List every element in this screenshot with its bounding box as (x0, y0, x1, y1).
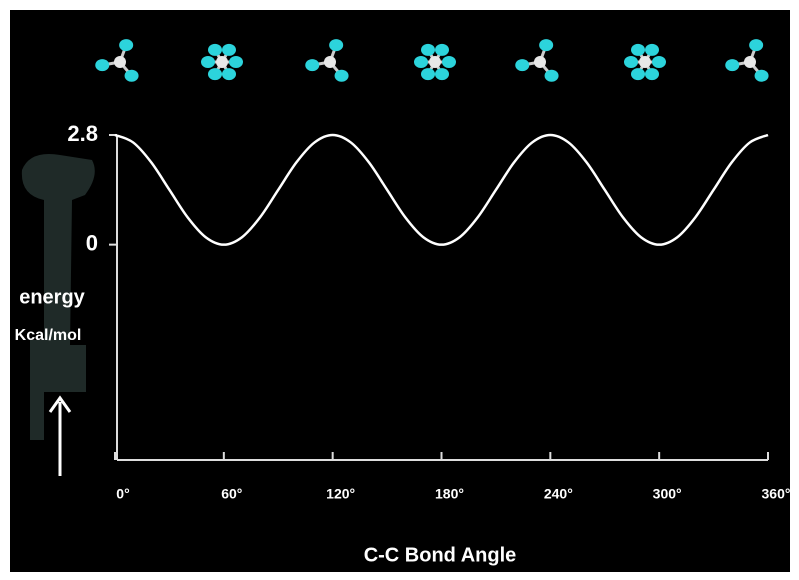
atom-h (515, 59, 530, 72)
x-tick-label: 180° (435, 486, 464, 502)
atom-h (435, 43, 449, 56)
atom-h (201, 56, 215, 68)
y-tick-label: 2.8 (67, 121, 98, 146)
atom-h (222, 43, 236, 56)
atom-h (334, 69, 349, 82)
atom-h (631, 68, 645, 81)
atom-h (305, 59, 320, 72)
atom-c (744, 56, 756, 68)
y-axis-label: Kcal/mol (15, 327, 82, 344)
x-tick-label: 300° (653, 486, 682, 502)
x-tick-label: 0° (116, 486, 129, 502)
y-tick-label: 0 (86, 230, 98, 255)
atom-h (124, 69, 139, 82)
x-tick-label: 60° (221, 486, 242, 502)
atom-h (544, 69, 559, 82)
x-axis-label: C-C Bond Angle (364, 544, 517, 566)
y-axis-label: energy (19, 286, 85, 308)
atom-h (725, 59, 740, 72)
x-tick-label: 120° (326, 486, 355, 502)
atom-h (645, 43, 659, 56)
shadow-decoration (21, 154, 95, 440)
atom-c (324, 56, 336, 68)
atom-h (539, 39, 554, 52)
atom-h (435, 68, 449, 81)
atom-h (645, 68, 659, 81)
atom-h (329, 39, 344, 52)
atom-h (229, 56, 243, 68)
atom-c (114, 56, 126, 68)
atom-h (749, 39, 764, 52)
atom-c (639, 56, 651, 68)
atom-h (421, 43, 435, 56)
background (10, 10, 790, 572)
atom-h (652, 56, 666, 68)
atom-h (208, 43, 222, 56)
atom-h (754, 69, 769, 82)
x-tick-label: 360° (762, 486, 791, 502)
molecule-row (95, 39, 769, 82)
atom-h (95, 59, 110, 72)
atom-c (534, 56, 546, 68)
atom-c (216, 56, 228, 68)
energy-curve (114, 133, 769, 246)
atom-h (222, 68, 236, 81)
atom-h (414, 56, 428, 68)
atom-c (429, 56, 441, 68)
atom-h (631, 43, 645, 56)
atom-h (624, 56, 638, 68)
atom-h (208, 68, 222, 81)
atom-h (442, 56, 456, 68)
atom-h (119, 39, 134, 52)
atom-h (421, 68, 435, 81)
arrow-head (48, 395, 72, 413)
x-tick-label: 240° (544, 486, 573, 502)
